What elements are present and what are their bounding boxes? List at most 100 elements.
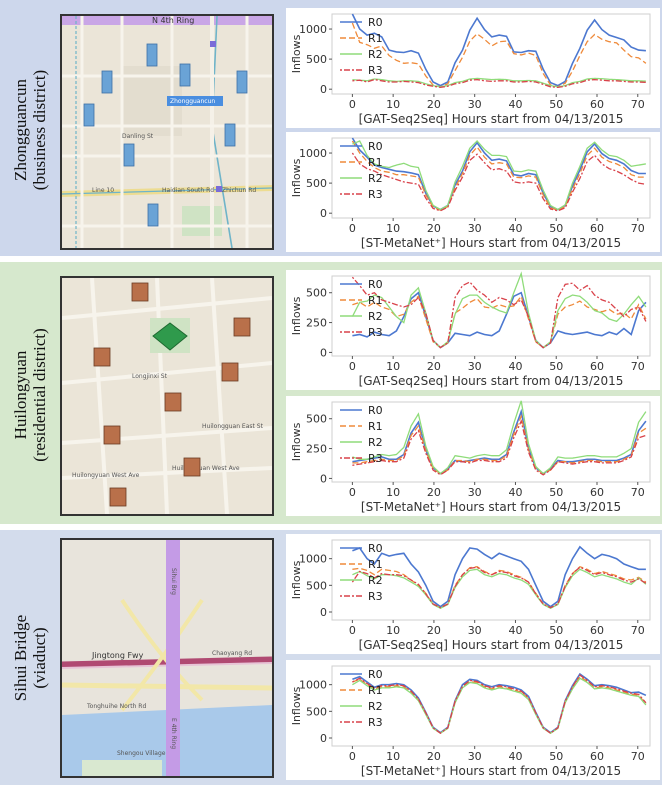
x-tick-label: 40 (508, 750, 522, 763)
y-tick-label: 500 (306, 53, 327, 66)
row-label-business: Zhongguancun (business district) (4, 20, 56, 240)
apartment-icon (131, 282, 149, 302)
x-tick-label: 60 (590, 750, 604, 763)
map-label: Haidian South Rd (162, 187, 214, 194)
x-tick-label: 40 (508, 624, 522, 637)
x-tick-label: 30 (468, 98, 482, 111)
legend-label: R2 (368, 48, 383, 61)
map-label: Tonghuihe North Rd (86, 703, 146, 710)
x-axis-label: [GAT-Seq2Seq] Hours start from 04/13/201… (359, 638, 624, 652)
y-axis-label: Inflows (290, 686, 303, 725)
row-subtitle: (business district) (30, 69, 49, 191)
legend-label: R0 (368, 140, 383, 153)
building-icon (83, 103, 95, 127)
x-tick-label: 50 (549, 750, 563, 763)
y-tick-label: 250 (306, 317, 327, 330)
x-tick-label: 50 (549, 98, 563, 111)
y-axis-label: Inflows (290, 296, 303, 335)
row-label-residential: Huilongyuan (residential district) (4, 280, 56, 510)
building-icon (179, 63, 191, 87)
y-tick-label: 500 (306, 177, 327, 190)
x-tick-label: 50 (549, 360, 563, 373)
map-label: Chaoyang Rd (212, 650, 252, 657)
x-tick-label: 70 (631, 624, 645, 637)
legend-label: R3 (368, 64, 383, 77)
series-line-r0 (352, 672, 647, 734)
legend-label: R3 (368, 452, 383, 465)
legend-label: R3 (368, 188, 383, 201)
x-tick-label: 70 (631, 360, 645, 373)
chart-huilongyuan-gat: 0 250 500 0 10 20 30 40 50 60 70 Inflows [GAT-Seq2Se… (286, 270, 660, 390)
x-tick-label: 60 (590, 98, 604, 111)
legend-label: R0 (368, 404, 383, 417)
y-tick-label: 500 (306, 287, 327, 300)
y-tick-label: 500 (306, 579, 327, 592)
x-tick-label: 40 (508, 98, 522, 111)
x-tick-label: 60 (590, 624, 604, 637)
series-line-r2 (352, 140, 647, 211)
y-axis-label: Inflows (290, 560, 303, 599)
building-icon (224, 123, 236, 147)
building-icon (147, 203, 159, 227)
x-tick-label: 20 (427, 486, 441, 499)
plot-area (331, 539, 651, 621)
x-tick-label: 0 (349, 222, 356, 235)
y-tick-label: 0 (320, 606, 327, 619)
y-tick-label: 0 (320, 472, 327, 485)
apartment-icon (183, 457, 201, 477)
map-label: Shengou Village (117, 750, 166, 757)
plot-area (331, 665, 651, 747)
legend-label: R3 (368, 326, 383, 339)
series-line-r2 (352, 677, 647, 734)
map-label: Line 10 (92, 187, 114, 194)
map-label: Zhichun Rd (222, 187, 256, 194)
legend-label: R2 (368, 700, 383, 713)
y-axis-label: Inflows (290, 34, 303, 73)
y-tick-label: 1000 (299, 679, 327, 692)
x-tick-label: 60 (590, 360, 604, 373)
x-tick-label: 20 (427, 360, 441, 373)
y-tick-label: 0 (320, 732, 327, 745)
series-line-r0 (352, 408, 647, 475)
series-line-r2 (351, 271, 647, 349)
x-tick-label: 20 (427, 624, 441, 637)
series-line-r3 (351, 566, 647, 609)
x-tick-label: 10 (386, 222, 400, 235)
building-icon (123, 143, 135, 167)
row-title: Sihui Bridge (11, 614, 31, 701)
map-label: Huilongguan East St (202, 423, 264, 430)
apartment-icon (103, 425, 121, 445)
map-label: Sihui Brg (170, 568, 177, 595)
apartment-icon (93, 347, 111, 367)
series-line-r0 (351, 137, 646, 211)
x-axis-label: [GAT-Seq2Seq] Hours start from 04/13/201… (359, 112, 624, 126)
y-tick-label: 500 (306, 413, 327, 426)
y-tick-label: 1000 (299, 147, 327, 160)
x-tick-label: 0 (349, 98, 356, 111)
y-tick-label: 250 (306, 443, 327, 456)
x-tick-label: 10 (386, 360, 400, 373)
series-line-r3 (352, 674, 647, 735)
x-axis-label: [ST-MetaNet⁺] Hours start from 04/13/201… (361, 764, 621, 778)
chart-zhongguancun-stmeta: 0 500 1000 0 10 20 30 40 50 60 70 Inflows [ST-MetaNe… (286, 132, 660, 252)
map-label: Jingtong Fwy (91, 651, 144, 660)
legend-label: R0 (368, 278, 383, 291)
y-tick-label: 0 (320, 83, 327, 96)
map-huilongyuan: Huilongyuan West Ave Longjinxi St Huilon… (60, 276, 274, 516)
x-tick-label: 70 (631, 486, 645, 499)
series-line-r1 (352, 675, 647, 735)
x-tick-label: 10 (386, 486, 400, 499)
legend-label: R3 (368, 716, 383, 729)
legend-label: R2 (368, 574, 383, 587)
x-tick-label: 40 (508, 222, 522, 235)
chart-zhongguancun-gat: 0 500 1000 0 10 20 30 40 50 60 70 Inflows [GAT-Seq2S… (286, 8, 660, 128)
x-tick-label: 60 (590, 486, 604, 499)
x-tick-label: 70 (631, 750, 645, 763)
building-icon (236, 70, 248, 94)
park-icon (152, 322, 188, 351)
series-line-r1 (352, 414, 647, 475)
map-zhongguancun: N 4th Ring Zhongguancun Haidian South Rd… (60, 14, 274, 250)
series-line-r3 (351, 152, 647, 212)
x-tick-label: 30 (468, 222, 482, 235)
x-tick-label: 30 (468, 360, 482, 373)
